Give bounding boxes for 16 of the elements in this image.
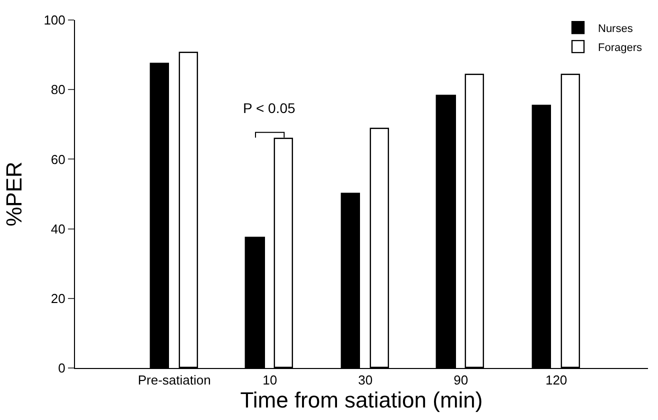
y-tick-label: 80 [50,82,66,98]
y-tick-label: 100 [44,12,66,28]
y-tick-label: 60 [50,152,66,167]
y-tick-label: 40 [50,221,66,236]
x-tick-label: Pre-satiation [138,372,211,388]
x-tick-label: 30 [358,372,373,388]
legend-label: Nurses [598,22,634,35]
x-axis-title: Time from satiation (min) [240,388,483,413]
y-axis-title: %PER [1,162,26,226]
x-tick-label: 90 [454,372,468,388]
x-tick-label: 120 [545,372,568,388]
legend-label: Foragers [598,42,643,54]
x-tick-label: 10 [262,372,278,388]
y-tick-label: 20 [50,290,66,306]
y-tick-label: 0 [58,360,66,376]
annotation: P < 0.05 [243,100,296,116]
